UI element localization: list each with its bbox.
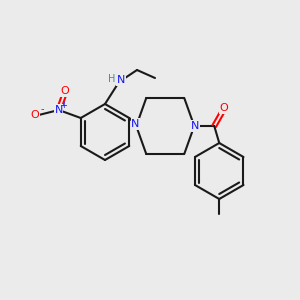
Text: -: - xyxy=(41,104,44,114)
Text: N: N xyxy=(131,119,140,129)
Text: O: O xyxy=(60,86,69,96)
Text: H: H xyxy=(108,74,116,84)
Text: N: N xyxy=(191,121,200,131)
Text: O: O xyxy=(30,110,39,120)
Text: N: N xyxy=(117,75,125,85)
Text: N: N xyxy=(55,105,63,115)
Text: O: O xyxy=(220,103,229,113)
Text: +: + xyxy=(60,100,67,109)
